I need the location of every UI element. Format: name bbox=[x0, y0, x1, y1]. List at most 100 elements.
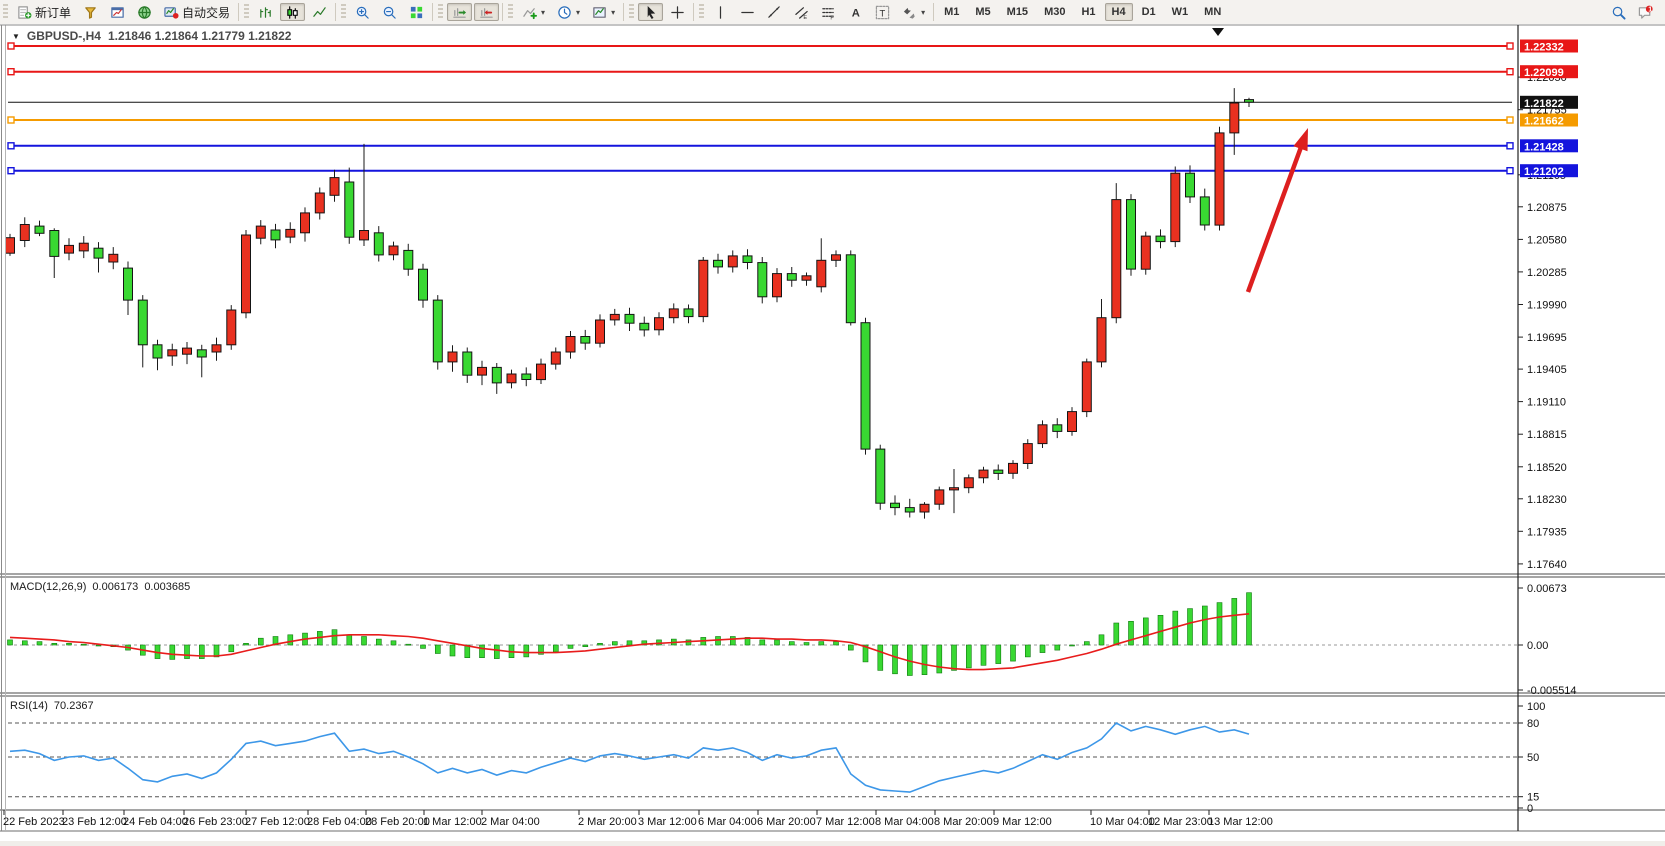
label-icon: T bbox=[875, 5, 890, 20]
price-tag bbox=[1520, 164, 1578, 178]
timeframe-h4-button[interactable]: H4 bbox=[1104, 3, 1133, 21]
text-button[interactable]: A bbox=[843, 3, 868, 21]
notifications-button[interactable]: 1 bbox=[1633, 3, 1658, 21]
new-order-button-label: 新订单 bbox=[35, 5, 72, 20]
rsi-tick-label: 80 bbox=[1527, 718, 1539, 730]
line-chart-button[interactable] bbox=[307, 3, 332, 21]
toolbar-grip bbox=[341, 4, 347, 20]
timeframe-m1-button[interactable]: M1 bbox=[944, 6, 960, 18]
chart-shift-button[interactable] bbox=[474, 3, 500, 21]
line-handle[interactable] bbox=[1506, 166, 1514, 175]
line-handle[interactable] bbox=[7, 142, 15, 150]
candlestick-chart-button[interactable] bbox=[280, 3, 306, 21]
timeframe-m30-button[interactable]: M30 bbox=[1044, 6, 1066, 18]
line-handle[interactable] bbox=[7, 67, 15, 76]
annotation-arrow-head[interactable] bbox=[1293, 128, 1308, 152]
timeframe-w1-button[interactable]: W1 bbox=[1171, 6, 1189, 18]
channel-icon: E bbox=[794, 5, 809, 20]
macd-tick-label: 0.00673 bbox=[1527, 583, 1567, 595]
zoom-out-button[interactable] bbox=[377, 3, 402, 21]
hline-icon bbox=[740, 5, 755, 20]
time-tick-label: 26 Feb 23:00 bbox=[183, 816, 248, 828]
arrows-button[interactable]: ▾ bbox=[897, 3, 930, 21]
ohlc-values: 1.21846 1.21864 1.21779 1.21822 bbox=[107, 29, 292, 43]
funnel-icon bbox=[83, 5, 98, 20]
macd-signal-line bbox=[9, 613, 1250, 671]
new-order-button[interactable]: 新订单 bbox=[12, 3, 76, 21]
toolbar-separator bbox=[335, 3, 337, 21]
autotrading-button[interactable]: 自动交易 bbox=[159, 3, 235, 21]
rsi-indicator-label: RSI(14) 70.2367 bbox=[10, 700, 94, 712]
fibonacci-button[interactable]: F bbox=[816, 3, 841, 21]
text-label-button[interactable]: T bbox=[870, 3, 895, 21]
line-handle[interactable] bbox=[1506, 142, 1514, 150]
market-watch-button[interactable] bbox=[132, 3, 157, 21]
time-tick-label: 24 Feb 04:00 bbox=[123, 816, 188, 828]
rsi-tick-label: 15 bbox=[1527, 792, 1539, 804]
add-indicator-button[interactable]: ▾ bbox=[517, 3, 550, 21]
line-handle[interactable] bbox=[7, 42, 15, 50]
macd-histogram bbox=[7, 592, 1252, 676]
crosshair-icon bbox=[670, 5, 685, 20]
line-handle[interactable] bbox=[1506, 67, 1514, 76]
timeframe-mn-button[interactable]: MN bbox=[1204, 6, 1222, 18]
rsi-line bbox=[9, 722, 1250, 793]
line-handle[interactable] bbox=[7, 166, 15, 175]
chat-icon: 1 bbox=[1638, 5, 1653, 20]
macd-tick-label: 0.00 bbox=[1527, 640, 1548, 652]
chart-canvas[interactable]: 1.220501.217551.211651.208751.205801.202… bbox=[0, 24, 1665, 841]
timeframe-d1-button[interactable]: D1 bbox=[1141, 6, 1156, 18]
vline-icon bbox=[713, 5, 728, 20]
bar-chart-button[interactable] bbox=[253, 3, 278, 21]
toolbar-grip bbox=[699, 4, 705, 20]
chart-menu-triangle-icon[interactable]: ▼ bbox=[12, 31, 20, 41]
price-tag-label: 1.21202 bbox=[1524, 166, 1564, 178]
svg-text:1: 1 bbox=[1648, 6, 1652, 13]
time-tick-label: 10 Mar 04:00 bbox=[1090, 816, 1155, 828]
line-handle[interactable] bbox=[7, 116, 15, 124]
trendline-button[interactable] bbox=[762, 3, 787, 21]
search-button[interactable] bbox=[1606, 3, 1631, 21]
cursor-button[interactable] bbox=[638, 3, 664, 21]
price-tag bbox=[1520, 139, 1578, 153]
horizontal-line-button[interactable] bbox=[735, 3, 760, 21]
auto-scroll-button[interactable] bbox=[447, 3, 473, 21]
crosshair-button[interactable] bbox=[665, 3, 690, 21]
timeframe-h1-button[interactable]: H1 bbox=[1081, 6, 1096, 18]
periods-button[interactable]: ▾ bbox=[552, 3, 585, 21]
time-tick-label: 7 Mar 12:00 bbox=[816, 816, 875, 828]
clock-icon bbox=[557, 5, 572, 20]
chevron-down-icon: ▾ bbox=[541, 7, 546, 17]
time-tick-label: 9 Mar 12:00 bbox=[993, 816, 1052, 828]
toolbar-separator bbox=[238, 3, 240, 21]
autotrading-icon bbox=[164, 5, 179, 20]
zoom-in-button[interactable] bbox=[350, 3, 375, 21]
price-tick-label: 1.19695 bbox=[1527, 332, 1567, 344]
svg-text:T: T bbox=[880, 8, 886, 18]
annotation-arrow-shaft[interactable] bbox=[1245, 140, 1306, 293]
cursor-icon bbox=[643, 5, 658, 20]
price-tag bbox=[1520, 39, 1578, 53]
symbol-info[interactable]: ▼ GBPUSD-,H4 1.21846 1.21864 1.21779 1.2… bbox=[12, 29, 291, 43]
globe-icon bbox=[137, 5, 152, 20]
tile-icon bbox=[409, 5, 424, 20]
svg-text:E: E bbox=[803, 15, 807, 20]
price-tag-label: 1.21662 bbox=[1524, 116, 1564, 128]
time-tick-label: 6 Mar 20:00 bbox=[757, 816, 816, 828]
timeframe-m15-button[interactable]: M15 bbox=[1006, 6, 1029, 18]
timeframe-m5-button[interactable]: M5 bbox=[975, 6, 991, 18]
equidistant-channel-button[interactable]: E bbox=[789, 3, 814, 21]
price-tag-label: 1.22332 bbox=[1524, 42, 1564, 54]
line-handle[interactable] bbox=[1506, 42, 1514, 50]
chart-profile-button[interactable] bbox=[78, 3, 103, 21]
fibo-icon: F bbox=[821, 5, 836, 20]
zoom-in-icon bbox=[355, 5, 370, 20]
templates-button[interactable]: ▾ bbox=[587, 3, 620, 21]
autoscroll-icon bbox=[452, 5, 467, 20]
vertical-line-button[interactable] bbox=[708, 3, 733, 21]
price-tick-label: 1.20875 bbox=[1527, 202, 1567, 214]
line-handle[interactable] bbox=[1506, 116, 1514, 124]
new-chart-button[interactable] bbox=[105, 3, 130, 21]
price-tick-label: 1.20285 bbox=[1527, 267, 1567, 279]
tile-windows-button[interactable] bbox=[404, 3, 429, 21]
